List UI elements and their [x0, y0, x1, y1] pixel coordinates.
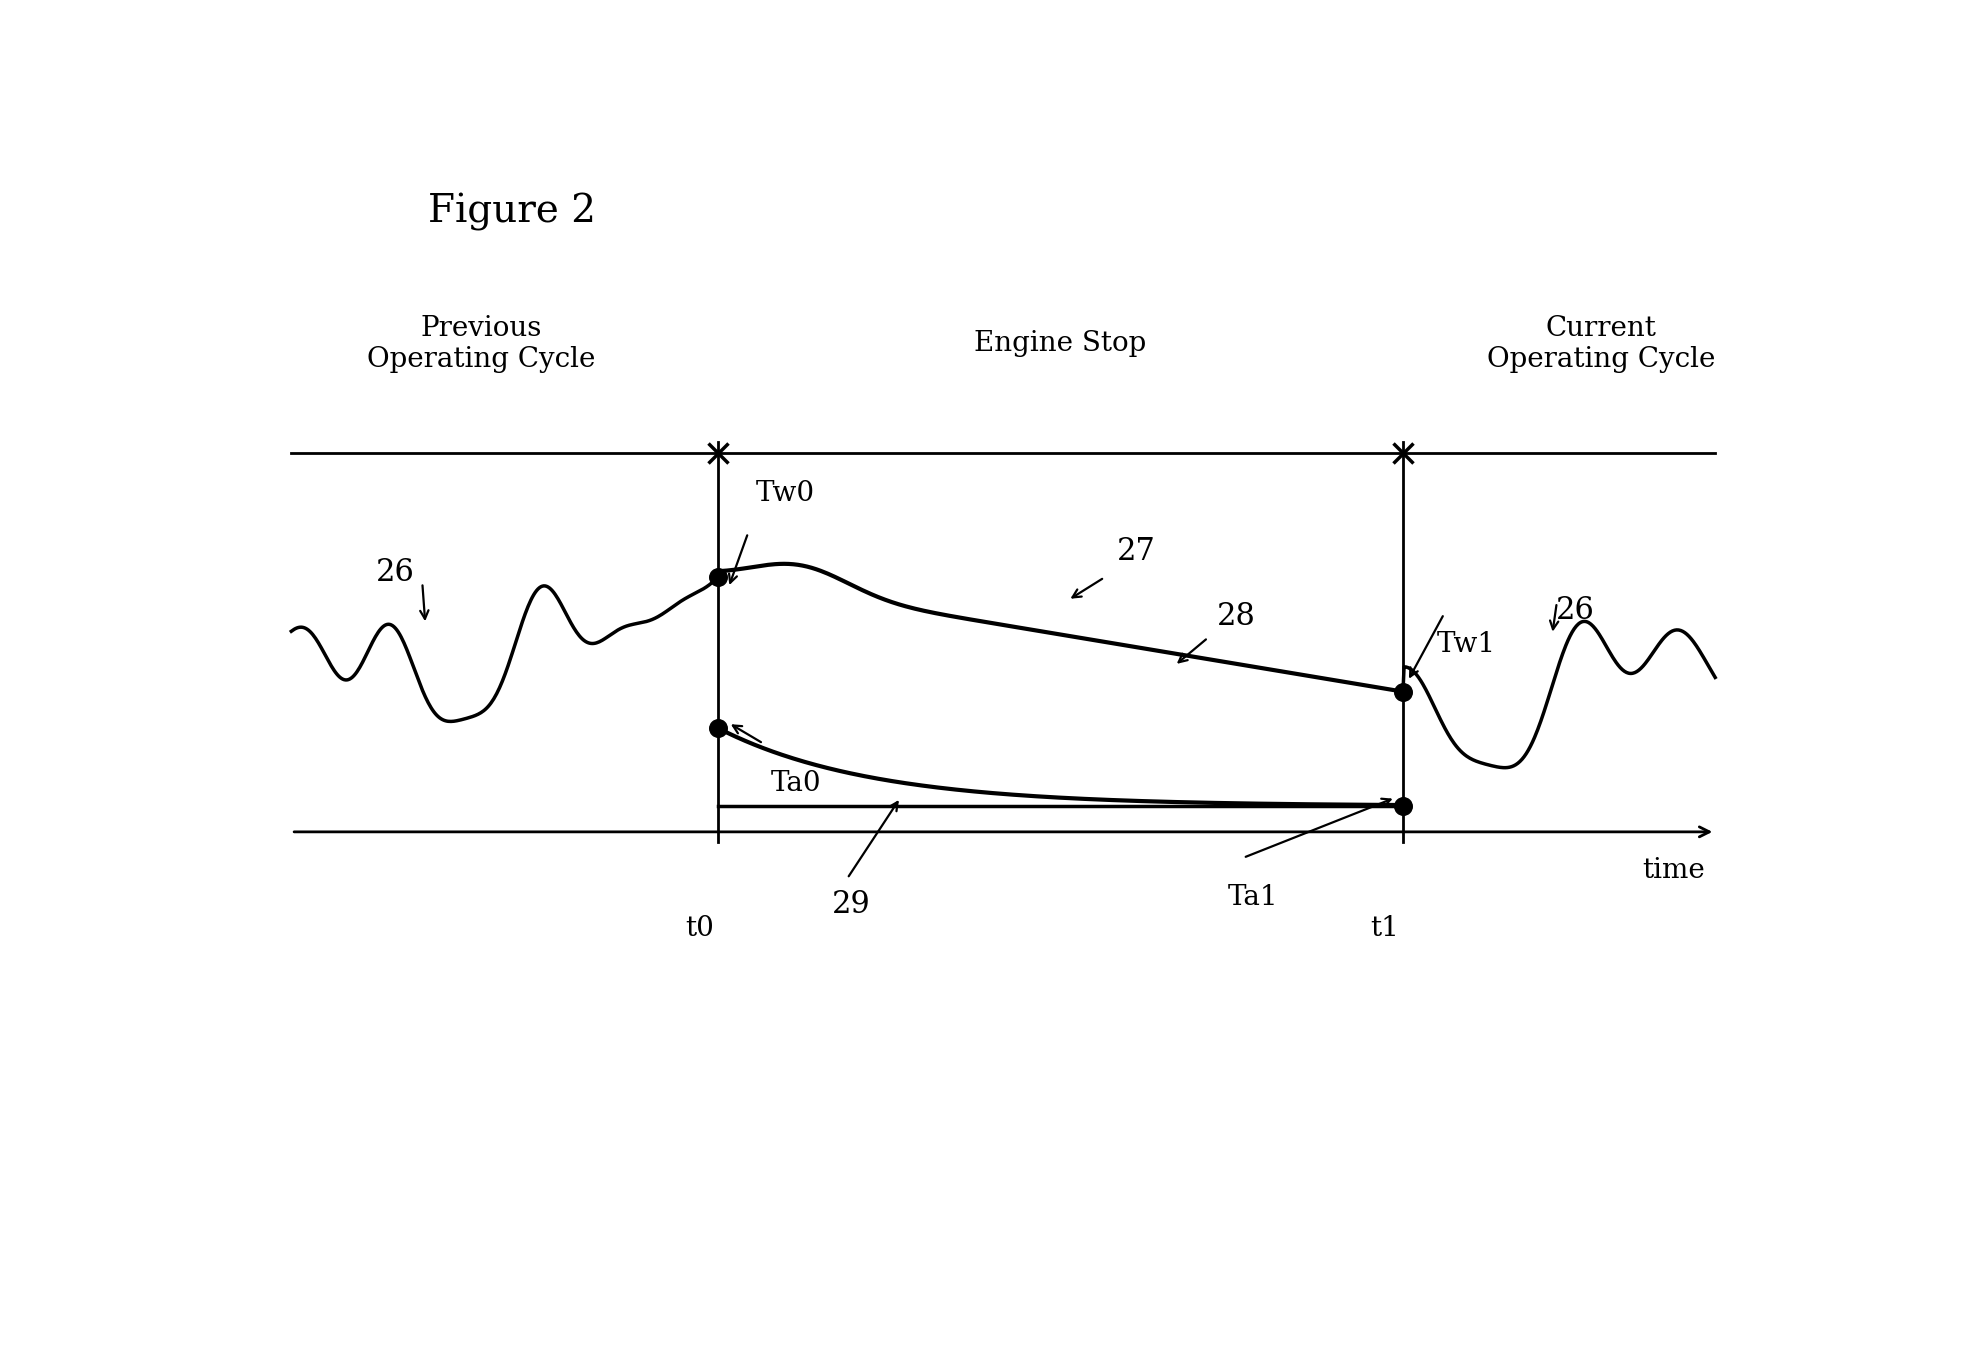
Point: [1387, 795, 1418, 816]
Text: 29: 29: [831, 889, 870, 920]
Text: Engine Stop: Engine Stop: [974, 331, 1145, 357]
Text: Previous
Operating Cycle: Previous Operating Cycle: [367, 314, 595, 372]
Point: [701, 718, 733, 739]
Text: Ta0: Ta0: [770, 769, 821, 796]
Text: 28: 28: [1216, 602, 1255, 633]
Text: Tw1: Tw1: [1436, 631, 1495, 658]
Text: 27: 27: [1116, 536, 1155, 567]
Text: Figure 2: Figure 2: [428, 193, 595, 231]
Text: Current
Operating Cycle: Current Operating Cycle: [1487, 314, 1715, 372]
Text: 26: 26: [1555, 595, 1593, 626]
Text: t1: t1: [1369, 915, 1398, 942]
Text: t0: t0: [685, 915, 713, 942]
Text: 26: 26: [375, 557, 414, 588]
Point: [701, 567, 733, 588]
Text: Ta1: Ta1: [1228, 884, 1279, 911]
Text: Tw0: Tw0: [756, 480, 815, 507]
Text: time: time: [1642, 857, 1705, 884]
Point: [1387, 681, 1418, 703]
